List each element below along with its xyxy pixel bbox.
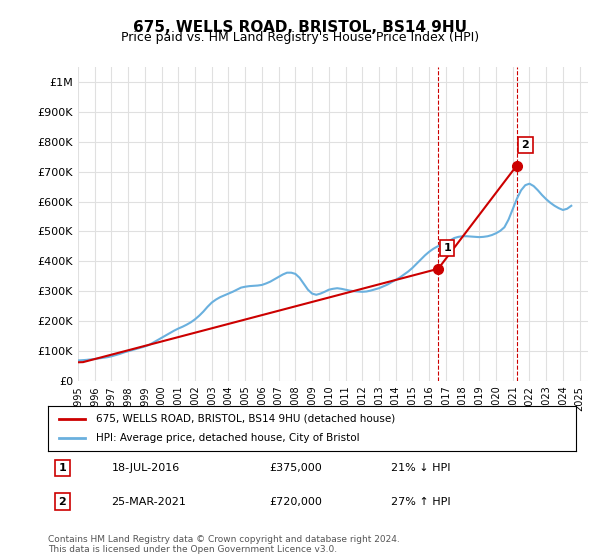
Text: 21% ↓ HPI: 21% ↓ HPI — [391, 463, 451, 473]
Text: 2: 2 — [521, 140, 529, 150]
Text: Price paid vs. HM Land Registry's House Price Index (HPI): Price paid vs. HM Land Registry's House … — [121, 31, 479, 44]
Text: HPI: Average price, detached house, City of Bristol: HPI: Average price, detached house, City… — [95, 433, 359, 444]
Text: 27% ↑ HPI: 27% ↑ HPI — [391, 497, 451, 507]
Text: £720,000: £720,000 — [270, 497, 323, 507]
Text: 25-MAR-2021: 25-MAR-2021 — [112, 497, 186, 507]
Text: 675, WELLS ROAD, BRISTOL, BS14 9HU: 675, WELLS ROAD, BRISTOL, BS14 9HU — [133, 20, 467, 35]
Text: £375,000: £375,000 — [270, 463, 323, 473]
Text: 2: 2 — [59, 497, 67, 507]
Text: 18-JUL-2016: 18-JUL-2016 — [112, 463, 179, 473]
Text: 675, WELLS ROAD, BRISTOL, BS14 9HU (detached house): 675, WELLS ROAD, BRISTOL, BS14 9HU (deta… — [95, 413, 395, 423]
Text: Contains HM Land Registry data © Crown copyright and database right 2024.
This d: Contains HM Land Registry data © Crown c… — [48, 535, 400, 554]
Text: 1: 1 — [443, 243, 451, 253]
Text: 1: 1 — [59, 463, 67, 473]
